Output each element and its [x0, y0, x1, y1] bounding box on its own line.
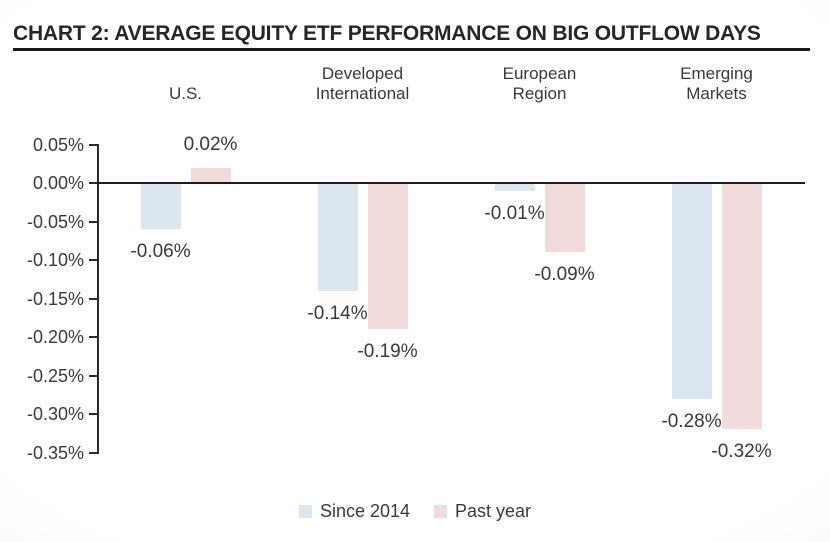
y-axis-tick-label: 0.05%	[32, 134, 84, 155]
data-label-past-year-developed-international: -0.19%	[357, 341, 418, 363]
chart-title: CHART 2: AVERAGE EQUITY ETF PERFORMANCE …	[13, 22, 761, 45]
y-axis-tick	[89, 259, 97, 261]
bar-past-year-u-s	[190, 167, 231, 183]
y-axis-tick	[89, 182, 97, 184]
title-underline	[13, 48, 810, 51]
y-axis-tick-label: -0.20%	[26, 327, 84, 347]
y-axis-tick	[89, 374, 97, 377]
bar-since-2014-u-s	[140, 183, 181, 230]
bar-since-2014-emerging-markets	[671, 183, 712, 399]
legend-swatch-since-2014	[298, 504, 312, 518]
category-label-line: European	[502, 64, 577, 83]
y-axis-line	[97, 144, 99, 454]
data-label-since-2014-u-s: -0.06%	[130, 241, 191, 263]
data-label-past-year-emerging-markets: -0.32%	[711, 441, 772, 463]
legend: Since 2014 Past year	[0, 500, 830, 522]
legend-item-since-2014: Since 2014	[298, 500, 411, 522]
category-label-line: Markets	[686, 84, 747, 103]
bar-since-2014-developed-international	[317, 183, 358, 291]
category-label-u-s: U.S.	[101, 60, 271, 104]
y-axis-tick-label: -0.35%	[26, 442, 84, 463]
y-axis-tick	[89, 220, 97, 223]
y-axis-tick-label: -0.25%	[26, 365, 84, 386]
y-axis-tick-label: -0.10%	[26, 250, 84, 270]
y-axis-tick-label: -0.30%	[26, 404, 84, 424]
category-label-emerging-markets: Emerging Markets	[632, 60, 802, 104]
y-axis-tick-label: -0.15%	[26, 288, 84, 309]
bar-since-2014-european-region	[494, 183, 535, 191]
category-label-line: Developed	[321, 64, 404, 83]
category-label-line: Emerging	[680, 64, 753, 83]
y-axis-tick	[89, 451, 97, 454]
legend-label: Past year	[455, 500, 532, 521]
data-label-since-2014-european-region: -0.01%	[484, 202, 545, 224]
data-label-since-2014-emerging-markets: -0.28%	[661, 410, 722, 432]
data-label-past-year-u-s: 0.02%	[183, 133, 238, 155]
category-label-line: Region	[512, 84, 567, 103]
legend-item-past-year: Past year	[434, 501, 531, 522]
y-axis-tick	[89, 143, 97, 146]
zero-baseline	[97, 182, 805, 184]
y-axis-tick	[89, 297, 97, 300]
data-label-past-year-european-region: -0.09%	[534, 264, 595, 286]
category-label-line: U.S.	[168, 84, 203, 103]
legend-swatch-past-year	[434, 504, 448, 518]
category-label-line: International	[315, 84, 410, 103]
y-axis-tick	[89, 336, 97, 338]
category-label-developed-international: Developed International	[278, 60, 448, 104]
category-label-european-region: European Region	[455, 60, 625, 104]
y-axis-tick	[89, 413, 97, 415]
bar-past-year-developed-international	[367, 183, 408, 330]
legend-label: Since 2014	[319, 500, 411, 521]
bar-past-year-emerging-markets	[721, 183, 762, 430]
data-label-since-2014-developed-international: -0.14%	[307, 302, 368, 324]
y-axis-tick-label: -0.05%	[26, 211, 84, 232]
bar-past-year-european-region	[544, 183, 585, 253]
y-axis-tick-label: 0.00%	[32, 173, 84, 193]
